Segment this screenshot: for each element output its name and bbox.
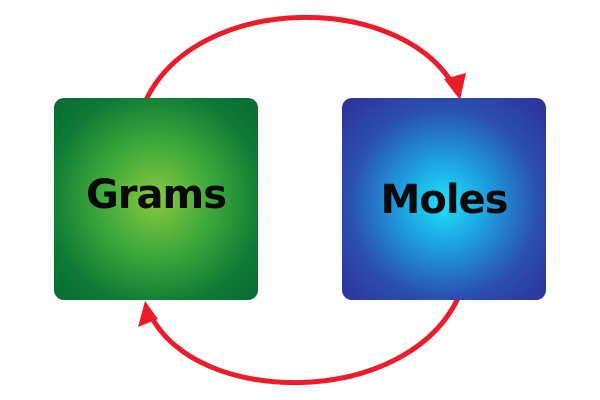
arrow-moles-to-grams	[147, 295, 461, 386]
moles-label: Moles	[380, 177, 509, 223]
grams-box: Grams	[54, 98, 258, 300]
moles-box: Moles	[342, 98, 546, 300]
arrow-grams-to-moles	[143, 14, 458, 103]
arrowhead-grams-to-moles	[444, 73, 466, 100]
grams-label: Grams	[85, 172, 227, 218]
arrowhead-moles-to-grams	[138, 301, 158, 327]
